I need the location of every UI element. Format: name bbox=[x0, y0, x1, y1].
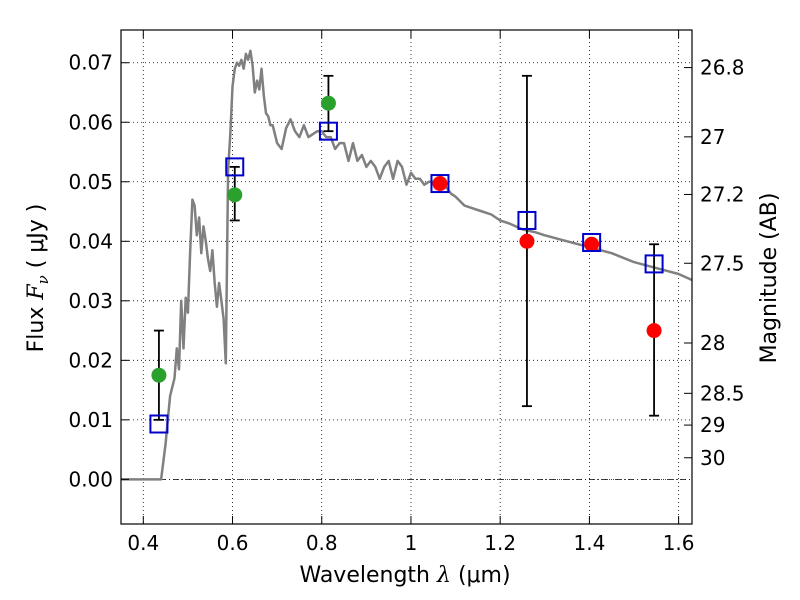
x-axis-unit: (μm) bbox=[458, 563, 511, 588]
x-tick-label: 0.4 bbox=[127, 531, 159, 555]
y-axis-subscript: ν bbox=[34, 275, 52, 284]
template-spectrum-line bbox=[121, 49, 693, 481]
y-axis-unit: ( μJy ) bbox=[24, 204, 49, 269]
circle-marker bbox=[151, 367, 167, 383]
mag-tick-label: 29 bbox=[700, 413, 725, 437]
circle-marker bbox=[227, 187, 243, 203]
mag-tick-label: 27.2 bbox=[700, 182, 745, 206]
square-marker bbox=[318, 121, 338, 141]
y-tick-label: 0.05 bbox=[68, 170, 113, 194]
y-tick-label: 0.07 bbox=[68, 51, 113, 75]
y-tick-label: 0.00 bbox=[68, 467, 113, 491]
mag-tick-label: 27 bbox=[700, 125, 725, 149]
y-tick-label: 0.06 bbox=[68, 110, 113, 134]
x-tick-label: 1 bbox=[405, 531, 418, 555]
square-marker bbox=[582, 232, 602, 252]
grid bbox=[121, 30, 692, 524]
circle-marker bbox=[646, 323, 662, 339]
square-marker bbox=[430, 174, 450, 194]
y-tick-label: 0.01 bbox=[68, 408, 113, 432]
square-marker bbox=[517, 210, 537, 230]
y-tick-label: 0.02 bbox=[68, 348, 113, 372]
x-axis-label: Wavelength λ (μm) bbox=[299, 563, 510, 588]
y2-axis-label: Magnitude (AB) bbox=[757, 193, 782, 364]
mag-tick-label: 26.8 bbox=[700, 56, 745, 80]
square-marker bbox=[225, 157, 245, 177]
mag-tick-label: 30 bbox=[700, 446, 725, 470]
data-markers bbox=[149, 95, 664, 434]
y-axis-symbol: F bbox=[24, 284, 49, 301]
plot-frame bbox=[120, 29, 693, 525]
ticks: 0.4 0.6 0.8 1 1.2 1.4 1.6 0.00 0.01 0.02 0.03 0.04 0… bbox=[68, 30, 745, 555]
mag-tick-label: 27.5 bbox=[700, 251, 745, 275]
x-axis-symbol: λ bbox=[436, 563, 451, 588]
x-tick-label: 1.6 bbox=[663, 531, 695, 555]
y-tick-label: 0.04 bbox=[68, 229, 113, 253]
mag-tick-label: 28 bbox=[700, 331, 725, 355]
x-tick-label: 1.2 bbox=[484, 531, 516, 555]
y-axis-label-text: Flux bbox=[24, 307, 49, 353]
y-axis-label: Flux Fν ( μJy ) bbox=[24, 204, 52, 353]
square-marker bbox=[644, 254, 664, 274]
y-tick-label: 0.03 bbox=[68, 289, 113, 313]
template-spectrum bbox=[121, 49, 693, 481]
x-axis-label-text: Wavelength bbox=[299, 563, 430, 588]
circle-marker bbox=[320, 95, 336, 111]
circle-marker bbox=[584, 236, 600, 252]
square-marker bbox=[149, 414, 169, 434]
circle-marker bbox=[432, 176, 448, 192]
x-tick-label: 1.4 bbox=[573, 531, 605, 555]
circle-marker bbox=[519, 233, 535, 249]
mag-tick-label: 28.5 bbox=[700, 381, 745, 405]
x-tick-label: 0.8 bbox=[306, 531, 338, 555]
x-tick-label: 0.6 bbox=[217, 531, 249, 555]
